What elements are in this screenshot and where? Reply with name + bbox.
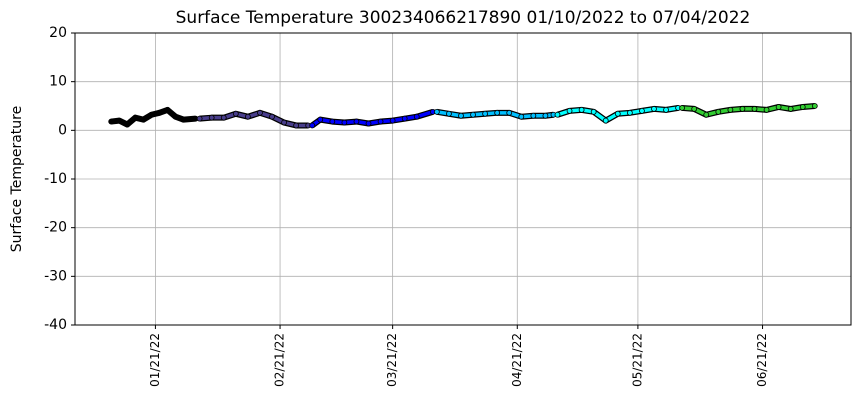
data-point [542,112,549,119]
data-point [602,117,609,124]
data-point [679,105,686,111]
data-point [530,112,537,119]
plot-frame [74,32,852,326]
y-tick-label: -10 [44,171,67,187]
y-tick-label: 20 [49,25,67,41]
data-point [651,106,657,112]
data-point [590,108,597,115]
data-point [389,117,396,124]
data-point [148,111,155,118]
chart-title: Surface Temperature 300234066217890 01/1… [176,8,751,28]
data-point [377,118,384,125]
data-point [811,103,818,109]
data-point [401,115,408,122]
data-point [458,112,464,119]
data-point [446,110,452,117]
x-tick-label: 05/21/22 [630,333,644,387]
data-point [317,116,324,123]
series-line [199,111,309,128]
data-point [132,114,139,121]
data-point [715,108,722,115]
data-point [172,113,179,120]
data-point [578,106,585,113]
data-point [639,107,645,114]
x-tick-label: 03/21/22 [385,333,399,387]
data-point [727,106,734,113]
data-point [413,113,420,120]
data-point [156,109,163,116]
data-point [626,109,633,116]
data-point [329,118,336,125]
data-point [518,113,525,120]
data-point [470,111,476,118]
x-tick-label: 06/21/22 [755,333,769,387]
data-point [124,121,131,128]
data-point [506,109,513,116]
data-point [208,114,215,121]
x-tick-label: 04/21/22 [510,333,524,387]
data-point [116,117,123,124]
data-point [341,119,348,126]
data-point [751,106,758,112]
data-point [244,113,251,120]
data-point [775,104,782,110]
data-point [164,106,171,113]
y-tick-label: 0 [58,122,67,138]
data-point [180,116,187,123]
y-axis-label: Surface Temperature [9,106,25,252]
x-tick-label: 02/21/22 [273,333,287,387]
data-point [763,106,770,113]
data-point [269,113,275,120]
data-point [554,111,561,118]
data-point [257,109,263,116]
data-point [614,110,621,117]
data-point [365,120,372,127]
data-point [309,122,316,129]
y-tick-label: -40 [44,317,67,333]
data-point [703,111,710,118]
data-point [220,114,227,121]
data-point [433,108,440,115]
y-tick-label: -20 [44,220,67,236]
data-point [196,115,203,122]
data-point [281,119,287,126]
data-point [787,106,794,112]
y-tick-label: -30 [44,268,67,284]
data-point [663,106,669,113]
data-point [799,104,806,110]
data-point [482,110,489,117]
data-point [293,122,300,129]
y-tick-label: 10 [49,74,67,90]
x-tick-label: 01/21/22 [148,333,162,387]
data-point [232,110,239,117]
data-point [353,118,360,125]
data-point [108,118,115,125]
data-point [739,106,746,112]
data-point [566,107,573,114]
data-point [494,109,501,116]
data-point [691,106,698,112]
data-point [140,116,147,123]
